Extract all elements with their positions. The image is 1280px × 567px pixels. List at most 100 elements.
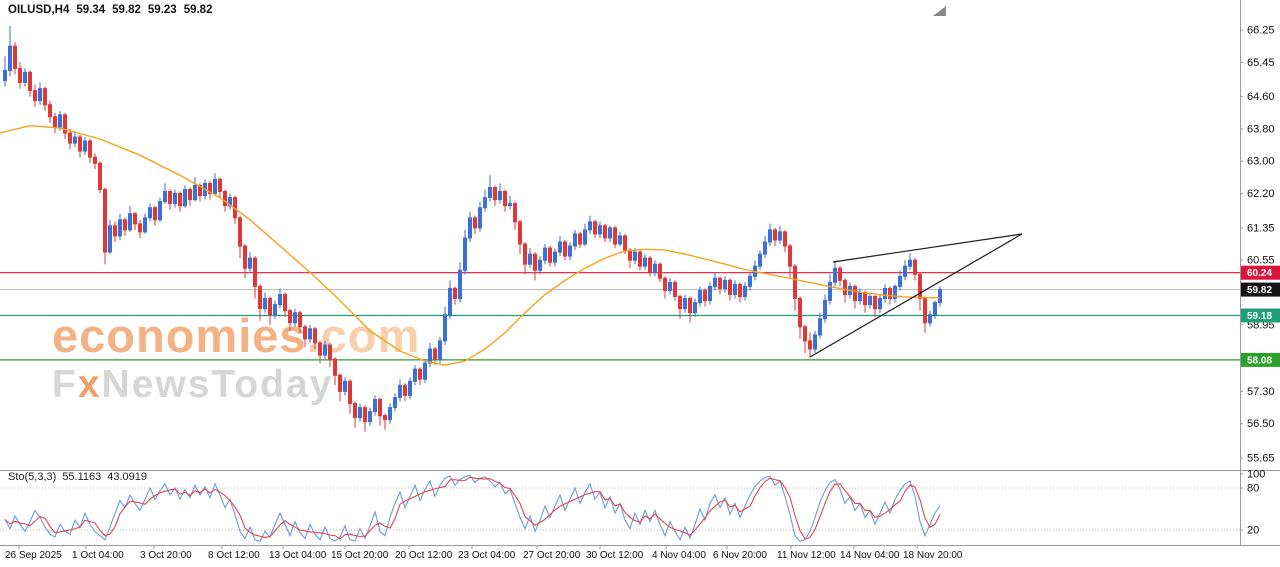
low-value: 59.23 xyxy=(147,4,177,16)
stochastic-signal-line xyxy=(4,476,941,540)
candle-body xyxy=(263,298,267,310)
watermark-tagline: FxNewsToday xyxy=(52,365,420,404)
candle-body xyxy=(323,344,327,356)
candle-body xyxy=(588,221,592,231)
stochastic-signal-value: 43.0919 xyxy=(107,471,148,483)
candle-body xyxy=(28,71,32,92)
price-axis-label: 56.50 xyxy=(1247,418,1275,430)
candle-body xyxy=(573,233,577,247)
candle-body xyxy=(193,185,197,201)
candle-body xyxy=(878,298,882,310)
price-axis-label: 64.60 xyxy=(1247,91,1275,103)
candle-body xyxy=(163,191,167,203)
candle-body xyxy=(713,277,717,287)
candle-body xyxy=(73,136,77,144)
price-axis-label: 63.00 xyxy=(1247,156,1275,168)
wedge-upper-trendline[interactable] xyxy=(832,233,1023,263)
candle-body xyxy=(153,207,157,221)
watermark: economies.com FxNewsToday xyxy=(52,312,420,404)
candle-body xyxy=(828,281,832,302)
watermark-tagline-rest: NewsToday xyxy=(101,363,334,406)
candle-body xyxy=(923,298,927,324)
candle-body xyxy=(68,132,72,144)
candle-body xyxy=(8,45,12,71)
watermark-tagline-f: F xyxy=(52,363,78,406)
candle-body xyxy=(608,227,612,239)
candle-body xyxy=(158,201,162,221)
candle-body xyxy=(818,318,822,336)
candle-body xyxy=(468,217,472,239)
candle-body xyxy=(128,213,132,231)
candle-body xyxy=(198,185,202,197)
candle-body xyxy=(938,289,942,304)
candle-body xyxy=(368,411,372,423)
candle-body xyxy=(343,380,347,392)
candle-body xyxy=(613,227,617,245)
candle-body xyxy=(563,241,567,257)
candle-body xyxy=(143,217,147,233)
candle-body xyxy=(378,399,382,417)
candle-body xyxy=(433,348,437,360)
candle-body xyxy=(318,342,322,356)
candle-body xyxy=(653,263,657,273)
candle-body xyxy=(428,348,432,364)
price-axis-label: 57.30 xyxy=(1247,386,1275,398)
time-axis-label: 15 Oct 20:00 xyxy=(331,550,389,561)
candle-body xyxy=(118,219,122,237)
stoch-axis-label: 20 xyxy=(1247,525,1259,537)
candle-body xyxy=(908,259,912,267)
candle-body xyxy=(398,384,402,398)
candle-body xyxy=(838,267,842,281)
candle-body xyxy=(898,275,902,287)
candle-body xyxy=(773,229,777,241)
candle-body xyxy=(113,225,117,237)
candle-body xyxy=(58,114,62,128)
candle-body xyxy=(518,221,522,245)
candle-body xyxy=(533,253,537,271)
candle-body xyxy=(38,88,42,102)
candle-body xyxy=(483,197,487,209)
candle-body xyxy=(208,182,212,194)
price-axis-label: 61.35 xyxy=(1247,222,1275,234)
candle-body xyxy=(403,384,407,396)
candle-body xyxy=(303,326,307,340)
candle-body xyxy=(13,45,17,69)
candle-body xyxy=(413,368,417,382)
candle-body xyxy=(863,292,867,306)
candle-body xyxy=(243,245,247,269)
candle-body xyxy=(628,249,632,261)
candle-body xyxy=(778,231,782,241)
price-axis-label: 65.45 xyxy=(1247,57,1275,69)
candle-body xyxy=(423,362,427,380)
candle-body xyxy=(553,251,557,263)
candle-body xyxy=(23,71,27,84)
candle-body xyxy=(788,245,792,267)
candle-body xyxy=(543,247,547,261)
candle-body xyxy=(578,233,582,245)
candle-body xyxy=(188,189,192,201)
price-axis-label: 60.55 xyxy=(1247,255,1275,267)
candle-body xyxy=(493,187,497,201)
candle-body xyxy=(178,193,182,207)
watermark-brand-text: economies xyxy=(52,309,307,362)
candle-body xyxy=(453,287,457,299)
candle-body xyxy=(408,380,412,396)
wedge-lower-trendline[interactable] xyxy=(809,233,1023,358)
candle-body xyxy=(298,312,302,328)
candle-body xyxy=(638,251,642,267)
candle-body xyxy=(348,380,352,404)
candle-body xyxy=(103,189,107,253)
time-axis-label: 1 Oct 04:00 xyxy=(72,550,124,561)
time-axis-label: 8 Oct 12:00 xyxy=(208,550,260,561)
badge-value: 59.82 xyxy=(1247,285,1272,296)
candle-body xyxy=(253,257,257,287)
candle-body xyxy=(913,259,917,275)
candle-body xyxy=(48,104,52,118)
candle-body xyxy=(708,285,712,301)
candle-body xyxy=(503,191,507,207)
candle-body xyxy=(558,241,562,253)
candle-body xyxy=(443,314,447,342)
candle-body xyxy=(763,241,767,255)
chart-shift-marker xyxy=(933,6,946,16)
